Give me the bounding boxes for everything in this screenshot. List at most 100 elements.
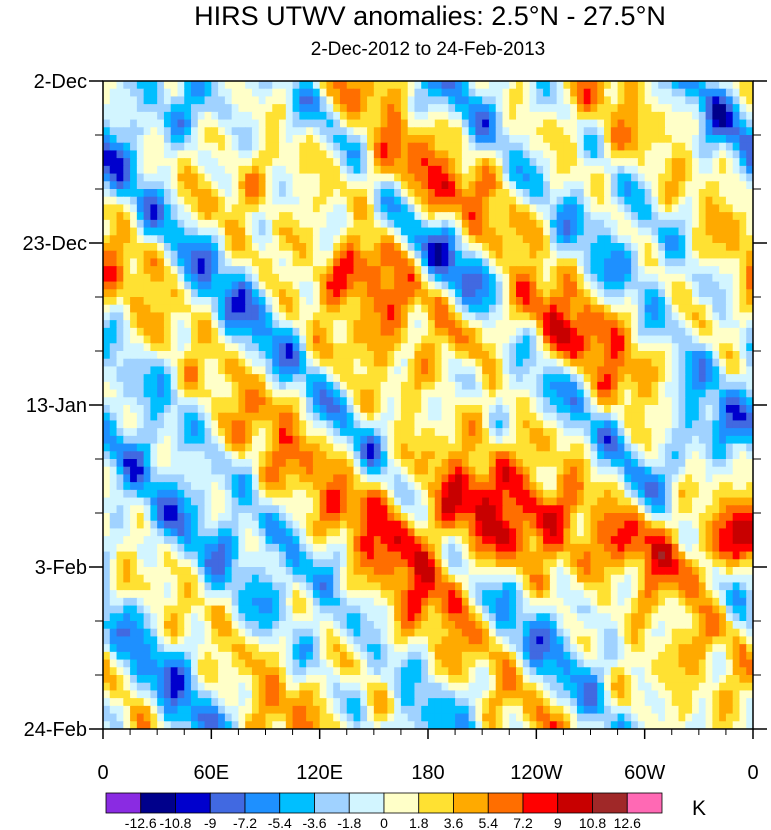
field-cell — [583, 150, 592, 159]
field-cell — [157, 374, 165, 383]
field-cell — [177, 358, 185, 368]
field-cell — [339, 443, 348, 452]
field-cell — [353, 412, 361, 422]
field-cell — [475, 327, 483, 337]
field-cell — [319, 235, 328, 244]
field-cell — [191, 196, 199, 206]
field-cell — [285, 474, 294, 483]
field-cell — [306, 304, 314, 314]
field-cell — [712, 127, 720, 136]
field-cell — [536, 81, 544, 90]
field-cell — [285, 150, 294, 159]
field-cell — [191, 351, 199, 360]
field-cell — [326, 189, 334, 198]
field-cell — [509, 196, 517, 206]
field-cell — [319, 88, 328, 98]
field-cell — [103, 351, 111, 360]
field-cell — [637, 212, 646, 221]
field-cell — [211, 258, 219, 267]
field-cell — [136, 273, 145, 283]
field-cell — [285, 111, 294, 121]
field-cell — [265, 111, 273, 121]
field-cell — [279, 88, 287, 98]
field-cell — [367, 150, 375, 159]
field-cell — [279, 258, 287, 267]
field-cell — [624, 428, 632, 437]
field-cell — [197, 405, 206, 414]
field-cell — [597, 104, 605, 113]
field-cell — [312, 343, 321, 352]
field-cell — [678, 88, 686, 98]
field-cell — [312, 281, 321, 290]
field-cell — [387, 451, 395, 460]
field-cell — [448, 420, 456, 429]
field-cell — [394, 235, 402, 244]
field-cell — [170, 281, 179, 290]
field-cell — [170, 227, 179, 236]
field-cell — [204, 474, 212, 483]
field-cell — [224, 273, 233, 283]
field-cell — [543, 135, 551, 144]
field-cell — [461, 96, 470, 105]
field-cell — [482, 443, 490, 452]
field-cell — [637, 273, 646, 283]
field-cell — [339, 258, 348, 267]
field-cell — [265, 435, 273, 445]
field-cell — [692, 235, 700, 244]
field-cell — [231, 96, 240, 105]
field-cell — [685, 96, 693, 105]
field-cell — [570, 420, 578, 429]
field-cell — [570, 81, 578, 90]
field-cell — [387, 127, 395, 136]
field-cell — [455, 181, 463, 190]
field-cell — [468, 81, 476, 90]
field-cell — [197, 474, 206, 483]
field-cell — [705, 405, 713, 414]
field-cell — [664, 343, 673, 352]
field-cell — [516, 304, 524, 314]
field-cell — [184, 204, 192, 213]
field-cell — [448, 451, 456, 460]
field-cell — [590, 204, 598, 213]
field-cell — [116, 219, 124, 229]
field-cell — [367, 381, 375, 391]
field-cell — [346, 142, 355, 152]
field-cell — [455, 243, 463, 252]
field-cell — [116, 289, 124, 298]
field-cell — [285, 412, 294, 422]
field-cell — [380, 173, 388, 182]
field-cell — [455, 351, 463, 360]
field-cell — [536, 266, 544, 275]
field-cell — [103, 482, 111, 491]
field-cell — [617, 104, 625, 113]
field-cell — [360, 420, 368, 429]
field-cell — [360, 459, 368, 468]
field-cell — [712, 273, 720, 283]
field-cell — [712, 135, 720, 144]
field-cell — [258, 420, 267, 429]
field-cell — [664, 381, 673, 391]
field-cell — [367, 243, 375, 252]
field-cell — [664, 358, 673, 368]
field-cell — [434, 227, 443, 236]
field-cell — [170, 335, 179, 344]
field-cell — [299, 374, 307, 383]
field-cell — [495, 189, 504, 198]
field-cell — [306, 212, 314, 221]
field-cell — [400, 181, 409, 190]
field-cell — [136, 258, 145, 267]
field-cell — [549, 189, 558, 198]
field-cell — [346, 428, 355, 437]
field-cell — [685, 343, 693, 352]
field-cell — [170, 273, 179, 283]
field-cell — [664, 366, 673, 375]
field-cell — [441, 81, 449, 90]
field-cell — [407, 428, 416, 437]
field-cell — [123, 189, 131, 198]
field-cell — [658, 181, 666, 190]
field-cell — [319, 435, 328, 445]
field-cell — [373, 304, 382, 314]
field-cell — [631, 389, 639, 398]
field-cell — [746, 281, 753, 290]
field-cell — [658, 142, 666, 152]
